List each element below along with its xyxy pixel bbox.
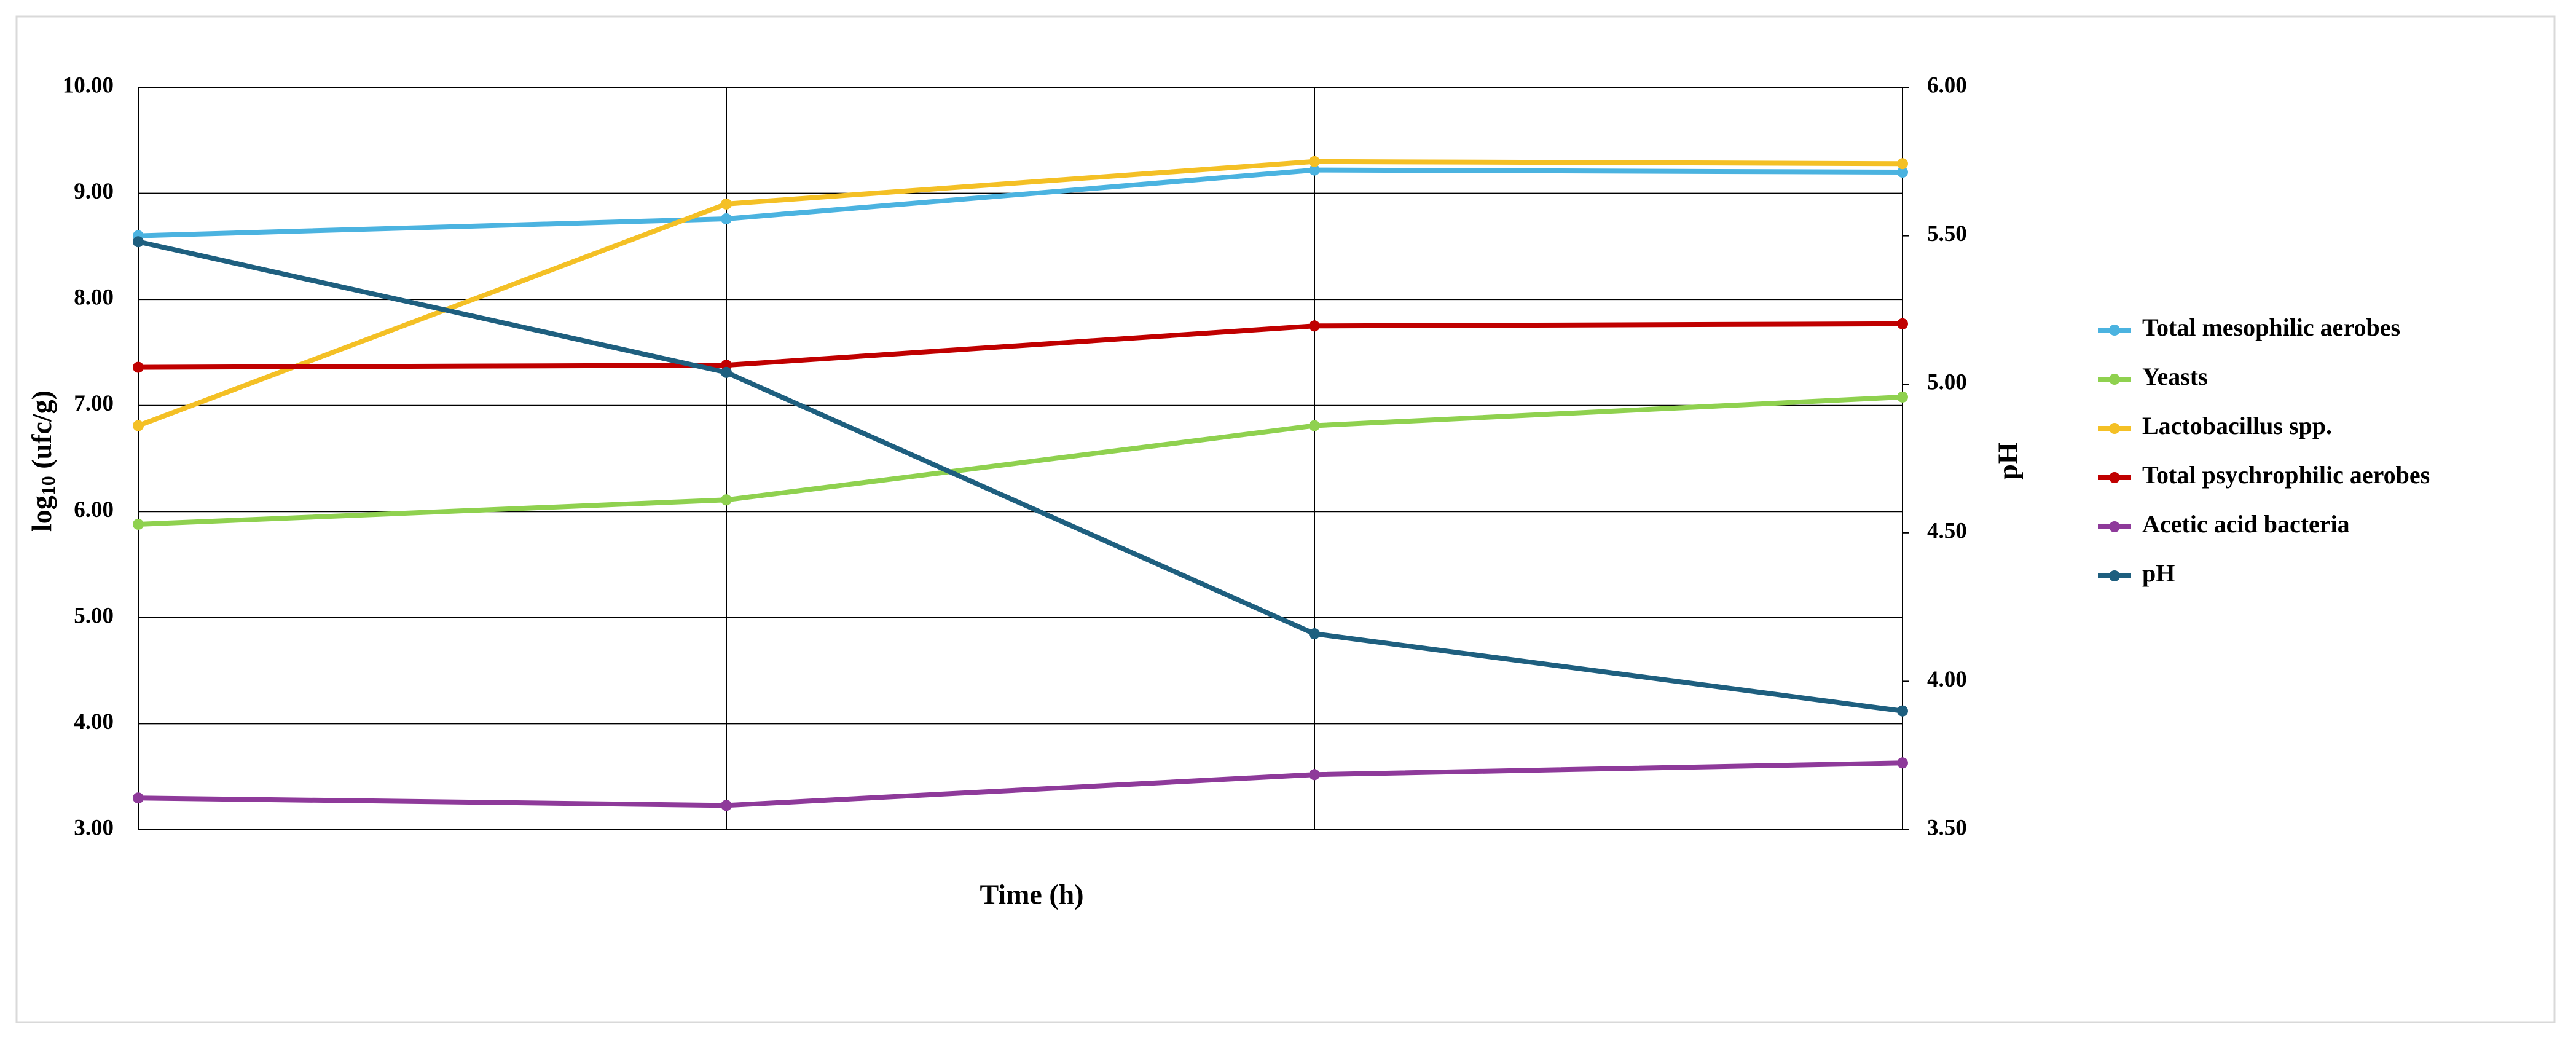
data-point — [133, 236, 144, 248]
data-point — [721, 494, 732, 506]
series-line — [138, 760, 1903, 808]
legend-label: Acetic acid bacteria — [2142, 510, 2350, 538]
data-point — [1309, 420, 1320, 431]
data-point — [721, 800, 732, 811]
y2-axis-label: pH — [1992, 442, 2024, 480]
y2-tick-label: 4.00 — [1927, 667, 1967, 692]
y-axis-label: log10 (ufc/g) — [26, 390, 60, 532]
legend-marker — [2109, 472, 2120, 483]
data-point — [1897, 757, 1908, 769]
y-tick-label: 7.00 — [74, 391, 114, 416]
series-line — [138, 321, 1903, 370]
legend-label: Lactobacillus spp. — [2142, 412, 2332, 439]
y-tick-label: 5.00 — [74, 603, 114, 628]
y2-tick-label: 6.00 — [1927, 73, 1967, 98]
y-label-part: log — [26, 495, 57, 532]
data-point — [133, 361, 144, 373]
legend-marker — [2109, 325, 2120, 336]
data-point — [1897, 318, 1908, 329]
legend-label: pH — [2142, 559, 2175, 587]
legend-marker — [2109, 521, 2120, 532]
legend-label: Yeasts — [2142, 363, 2208, 390]
x-axis-label: Time (h) — [980, 879, 1083, 910]
y-tick-label: 4.00 — [74, 709, 114, 735]
y2-tick-label: 4.50 — [1927, 518, 1967, 543]
legend-marker — [2109, 570, 2120, 581]
series-line — [138, 239, 1903, 714]
y-label-part: (ufc/g) — [26, 390, 57, 476]
data-point — [1897, 391, 1908, 403]
legend-label: Total psychrophilic aerobes — [2142, 461, 2430, 489]
series-line — [138, 167, 1903, 238]
legend-label: Total mesophilic aerobes — [2142, 313, 2400, 341]
data-point — [133, 420, 144, 431]
data-point — [1309, 156, 1320, 167]
chart-frame — [15, 15, 2556, 1023]
data-point — [721, 198, 732, 210]
series-line — [138, 394, 1903, 527]
y-tick-label: 6.00 — [74, 497, 114, 522]
data-point — [1897, 158, 1908, 170]
data-point — [1897, 705, 1908, 717]
y-label-sub: 10 — [37, 476, 59, 495]
y-tick-label: 9.00 — [74, 179, 114, 204]
series-line — [137, 159, 1903, 428]
data-point — [721, 366, 732, 378]
y2-tick-label: 5.50 — [1927, 221, 1967, 246]
legend-marker — [2109, 423, 2120, 434]
data-point — [133, 792, 144, 804]
y-tick-label: 10.00 — [63, 73, 114, 98]
data-point — [721, 213, 732, 224]
y-tick-label: 3.00 — [74, 815, 114, 840]
y2-tick-label: 3.50 — [1927, 815, 1967, 840]
data-point — [1309, 769, 1320, 781]
data-point — [1309, 628, 1320, 640]
y2-tick-label: 5.00 — [1927, 370, 1967, 395]
data-point — [133, 518, 144, 530]
y-tick-label: 8.00 — [74, 285, 114, 310]
data-point — [1309, 320, 1320, 332]
legend-marker — [2109, 374, 2120, 385]
data-point — [1309, 164, 1320, 176]
data-point — [1897, 167, 1908, 178]
